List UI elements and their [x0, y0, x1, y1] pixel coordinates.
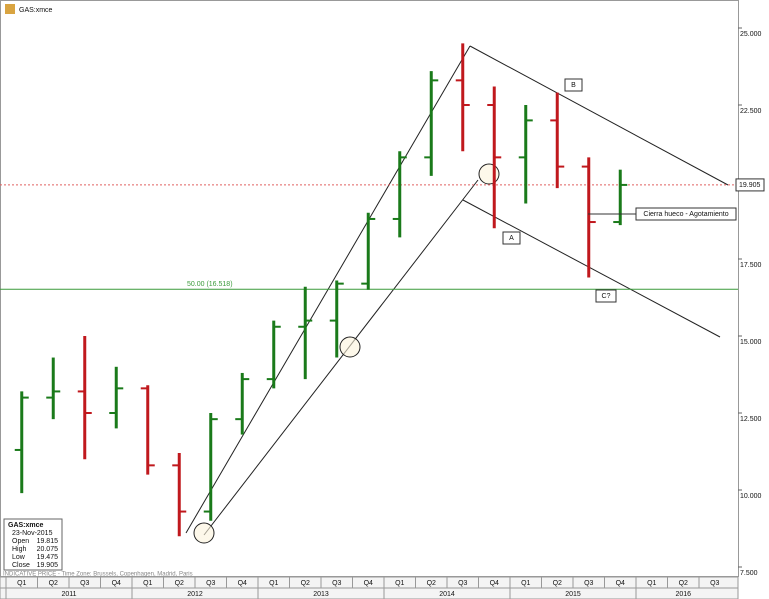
down-channel-upper [469, 45, 729, 186]
info-field-label: Open [12, 538, 29, 545]
x-tick-label: Q4 [616, 580, 625, 587]
y-tick-label: 22.500 [740, 108, 762, 115]
x-tick-label: Q4 [364, 580, 373, 587]
symbol-icon[interactable] [5, 4, 15, 14]
info-field-label: High [12, 546, 27, 553]
info-field-value: 19.905 [37, 562, 59, 569]
channel-lower [203, 179, 479, 536]
wave-label-box [564, 78, 583, 92]
touch-circle [193, 522, 215, 544]
last-price-label: 19.905 [739, 182, 761, 189]
info-title: GAS:xmce [8, 522, 44, 529]
x-tick-label: Q1 [17, 580, 26, 587]
x-tick-label: Q2 [49, 580, 58, 587]
last-price-box [735, 178, 765, 192]
annotation: Cierra hueco - Agotamiento [643, 211, 728, 218]
x-tick-label: Q3 [80, 580, 89, 587]
y-tick-label: 7.500 [740, 570, 758, 577]
y-tick-label: 12.500 [740, 416, 762, 423]
x-tick-label: Q1 [269, 580, 278, 587]
x-tick-label: Q3 [206, 580, 215, 587]
x-tick-label: Q3 [332, 580, 341, 587]
y-tick-label: 17.500 [740, 262, 762, 269]
year-label: 2011 [61, 591, 76, 598]
info-field-label: Close [12, 562, 30, 569]
x-tick-label: Q2 [427, 580, 436, 587]
info-field-value: 20.075 [37, 546, 59, 553]
x-tick-label: Q3 [584, 580, 593, 587]
year-label: 2015 [565, 591, 581, 598]
year-label: 2014 [439, 591, 455, 598]
x-tick-label: Q4 [490, 580, 499, 587]
x-tick-label: Q2 [553, 580, 562, 587]
info-box [3, 518, 63, 571]
x-tick-label: Q3 [710, 580, 719, 587]
x-tick-label: Q4 [112, 580, 121, 587]
x-tick-label: Q4 [238, 580, 247, 587]
y-tick-label: 15.000 [740, 339, 762, 346]
wave-label-box [595, 289, 617, 303]
x-tick-label: Q1 [395, 580, 404, 587]
x-tick-label: Q1 [521, 580, 530, 587]
wave-label-box [502, 231, 521, 245]
chart-title[interactable]: GAS:xmce [19, 7, 53, 14]
wave-label: B [571, 82, 576, 89]
x-tick-label: Q1 [143, 580, 152, 587]
info-field-value: 19.815 [37, 538, 59, 545]
info-field-label: Low [12, 554, 26, 561]
down-channel-lower [462, 199, 721, 338]
fib-label: 50.00 (16.518) [187, 281, 233, 288]
info-date: 23-Nov-2015 [12, 530, 53, 537]
year-label: 2016 [675, 591, 691, 598]
x-tick-label: Q3 [458, 580, 467, 587]
annotation-box [635, 207, 737, 221]
wave-label: A [509, 235, 514, 242]
y-tick-label: 10.000 [740, 493, 762, 500]
footer-note: INDICATIVE PRICE - Time Zone: Brussels, … [3, 572, 193, 578]
x-tick-label: Q2 [175, 580, 184, 587]
touch-circle [339, 336, 361, 358]
x-tick-label: Q1 [647, 580, 656, 587]
wave-label: C? [602, 293, 611, 300]
x-tick-label: Q2 [679, 580, 688, 587]
year-label: 2013 [313, 591, 329, 598]
info-field-value: 19.475 [37, 554, 59, 561]
touch-circle [478, 163, 500, 185]
year-label: 2012 [187, 591, 203, 598]
x-tick-label: Q2 [301, 580, 310, 587]
y-tick-label: 25.000 [740, 31, 762, 38]
